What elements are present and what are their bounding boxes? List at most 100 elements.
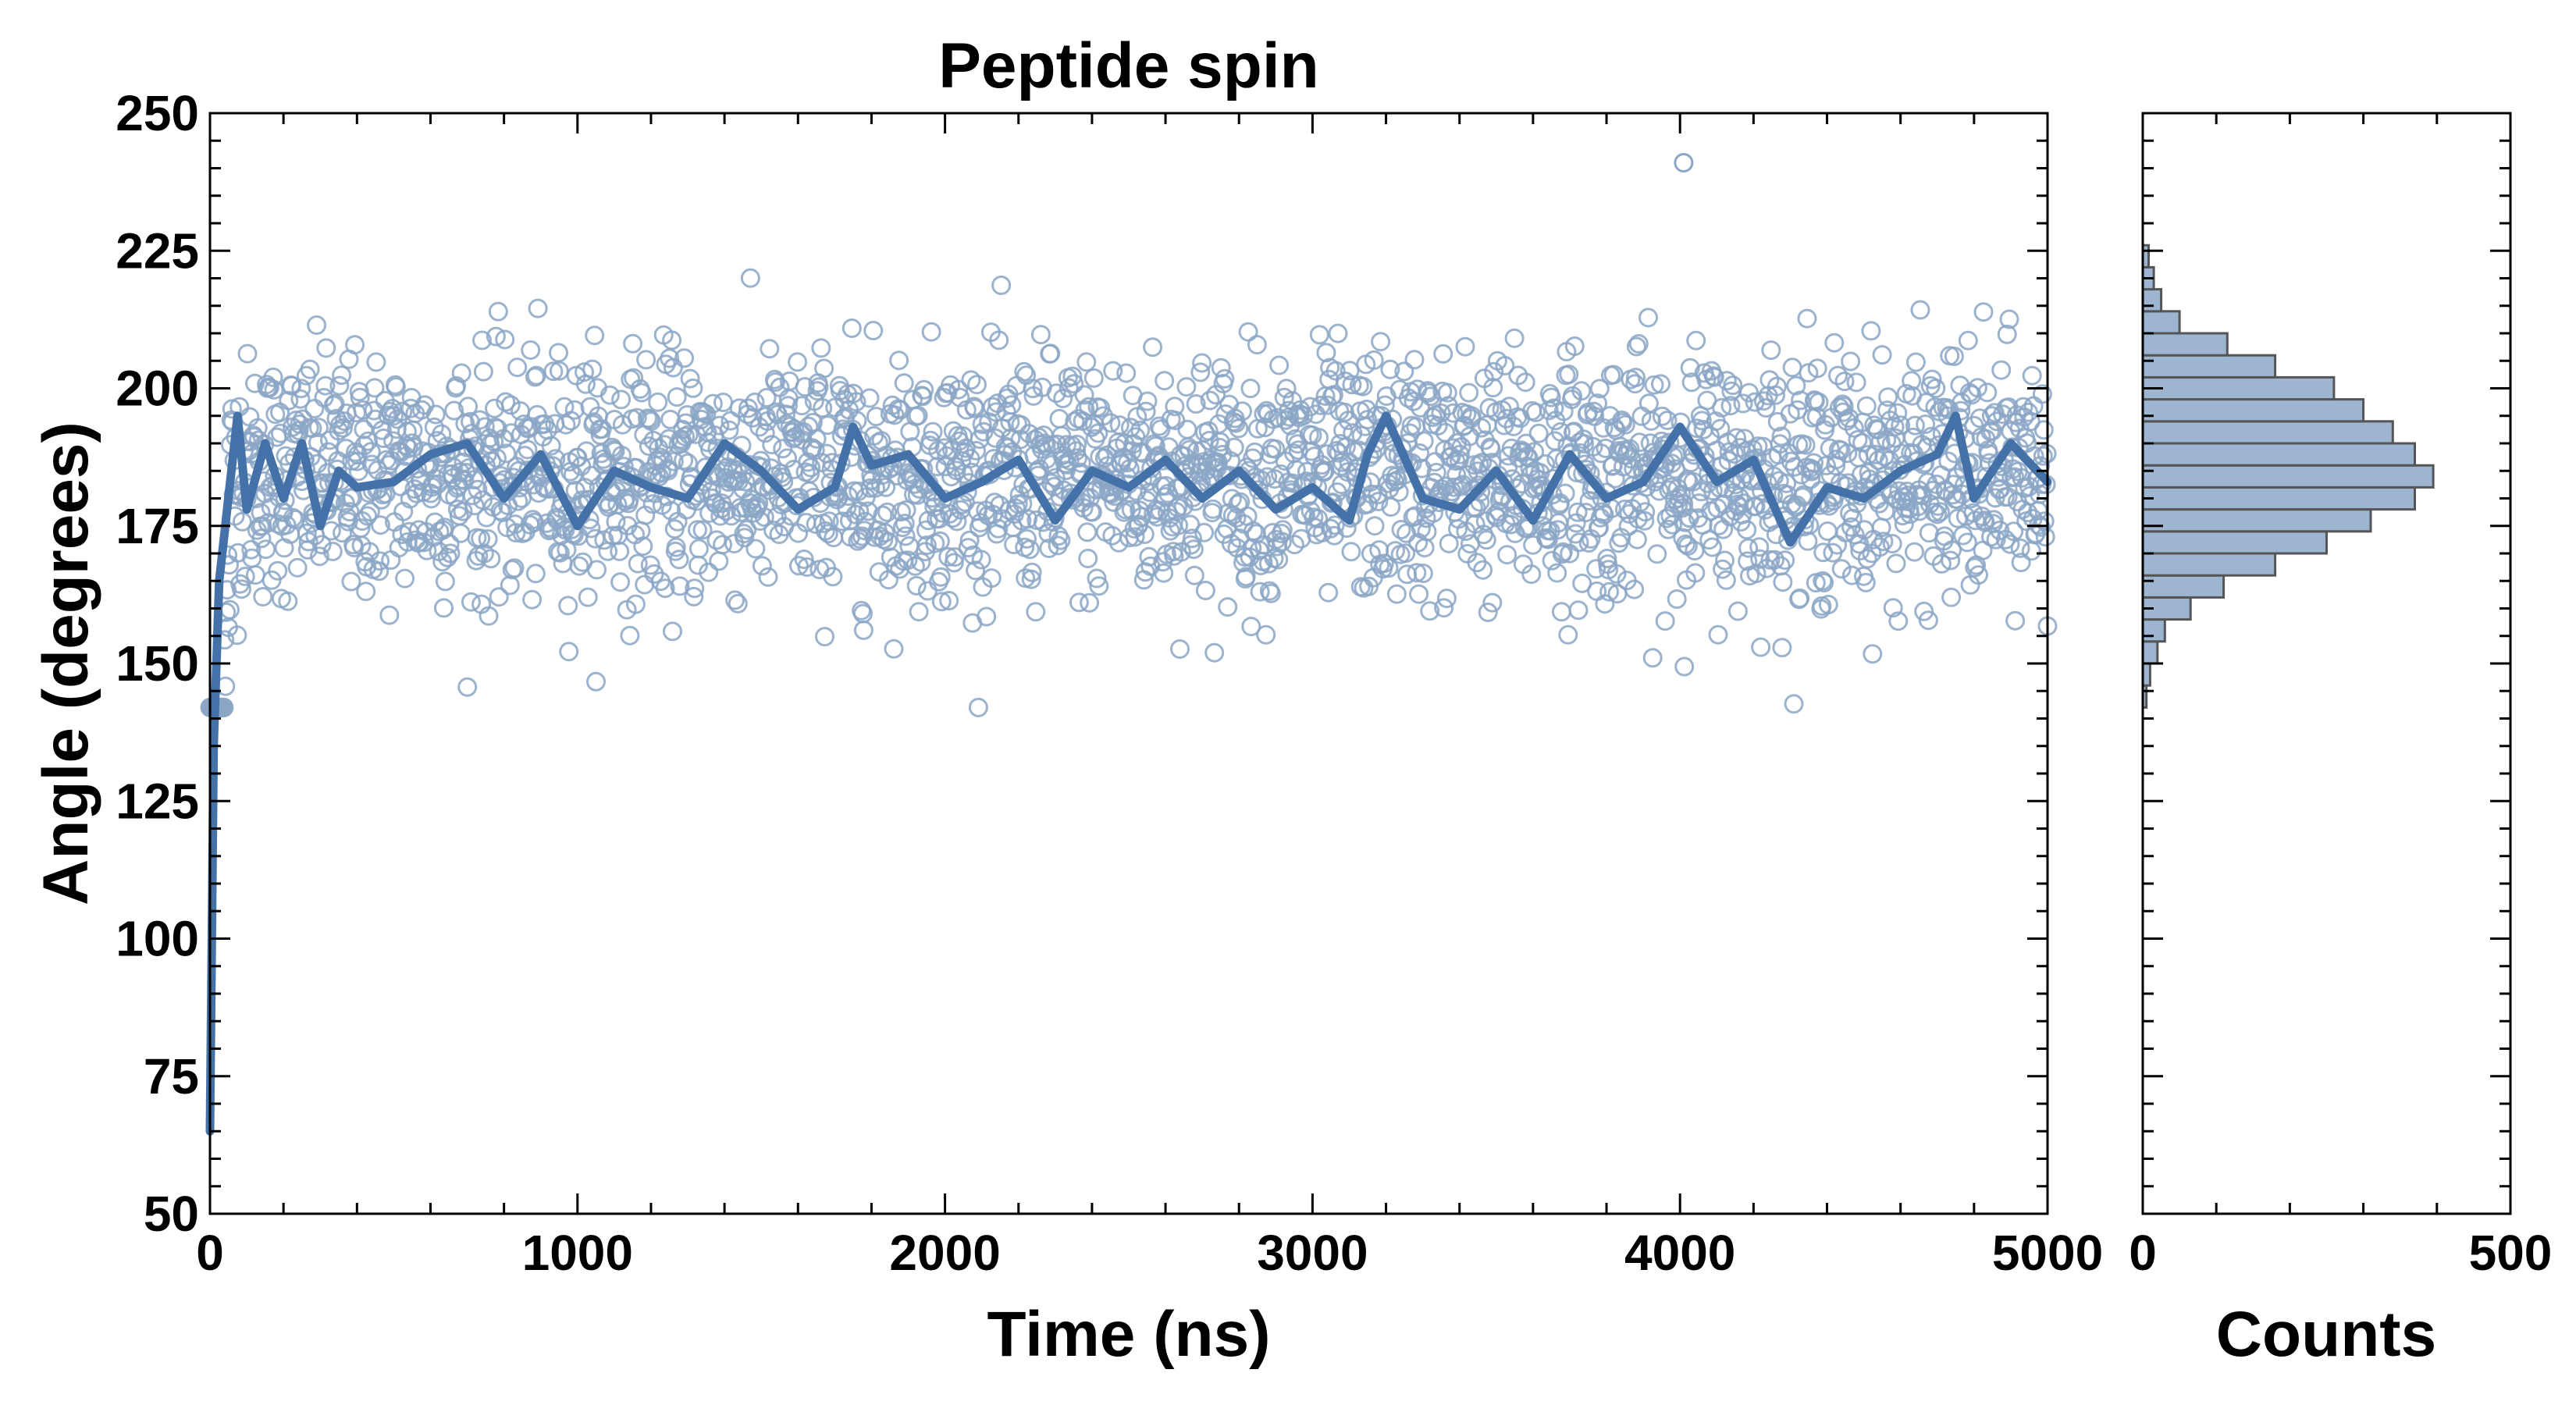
scatter-point <box>663 357 683 378</box>
scatter-point <box>311 535 332 555</box>
scatter-point <box>370 551 390 571</box>
scatter-point <box>1613 412 1632 432</box>
scatter-point <box>625 594 646 614</box>
scatter-point <box>1221 451 1240 471</box>
scatter-point <box>1738 538 1759 558</box>
scatter-point <box>916 520 936 540</box>
scatter-point <box>1723 375 1743 396</box>
scatter-point <box>2034 511 2055 532</box>
scatter-point <box>1472 453 1493 472</box>
scatter-point <box>1268 550 1289 570</box>
scatter-point <box>1115 500 1136 520</box>
scatter-point <box>1364 350 1384 370</box>
scatter-point <box>1236 567 1256 587</box>
scatter-point <box>1482 592 1503 613</box>
scatter-point <box>1258 553 1279 574</box>
scatter-point <box>1379 558 1399 578</box>
scatter-point <box>332 365 352 386</box>
scatter-point <box>930 567 951 587</box>
scatter-point <box>1737 520 1757 540</box>
scatter-point <box>1411 397 1430 418</box>
scatter-point <box>1053 389 1073 408</box>
scatter-point <box>1888 403 1908 423</box>
scatter-point <box>1371 332 1391 352</box>
scatter-point <box>800 464 820 484</box>
x-tick-label: 4000 <box>1624 1225 1735 1281</box>
scatter-point <box>253 587 273 606</box>
scatter-point <box>350 387 370 407</box>
scatter-point <box>1626 368 1646 388</box>
scatter-point <box>487 418 507 439</box>
scatter-point <box>1898 486 1919 506</box>
histogram-bar <box>2141 420 2394 445</box>
scatter-point <box>1021 569 1041 589</box>
scatter-point <box>738 398 758 418</box>
scatter-point <box>653 450 673 470</box>
scatter-point <box>1186 394 1206 414</box>
histogram-bar <box>2141 618 2166 643</box>
scatter-point <box>336 439 356 459</box>
scatter-point <box>1078 549 1098 568</box>
scatter-point <box>735 528 755 548</box>
scatter-point <box>1657 411 1678 430</box>
scatter-point <box>1238 322 1258 342</box>
scatter-point <box>587 560 607 580</box>
scatter-point <box>1134 525 1155 544</box>
scatter-point <box>1455 336 1475 357</box>
scatter-point <box>330 414 350 435</box>
scatter-point <box>977 606 997 627</box>
scatter-point <box>1525 442 1544 462</box>
scatter-point <box>914 379 934 400</box>
scatter-point <box>1437 382 1457 403</box>
scatter-point <box>232 511 252 532</box>
scatter-point <box>1195 581 1215 600</box>
scatter-point <box>1091 398 1111 418</box>
chart-title: Peptide spin <box>938 30 1319 101</box>
scatter-point <box>1888 611 1909 631</box>
scatter-point <box>988 518 1009 539</box>
scatter-point <box>684 586 704 606</box>
scatter-point <box>863 321 884 340</box>
scatter-point <box>594 530 614 550</box>
histogram-bar <box>2141 530 2328 555</box>
scatter-point <box>1434 598 1454 618</box>
scatter-point <box>1036 436 1056 456</box>
scatter-point <box>719 420 739 440</box>
scatter-point <box>1233 401 1252 422</box>
scatter-point <box>858 501 878 521</box>
scatter-point <box>859 388 880 408</box>
scatter-point <box>876 477 896 497</box>
scatter-point <box>1247 335 1267 355</box>
histogram-bar <box>2141 398 2365 423</box>
scatter-point <box>1727 601 1748 621</box>
scatter-point <box>1069 592 1089 613</box>
scatter-point <box>488 301 508 322</box>
scatter-point <box>1241 617 1261 637</box>
scatter-point <box>1340 361 1360 381</box>
scatter-point <box>961 370 981 390</box>
scatter-point <box>300 359 320 379</box>
scatter-point <box>678 453 698 473</box>
scatter-point <box>611 389 632 410</box>
scatter-point <box>542 520 562 540</box>
scatter-point <box>1905 352 1926 372</box>
scatter-point <box>1846 372 1866 393</box>
scatter-point <box>1504 328 1525 348</box>
histogram-bar <box>2141 552 2277 577</box>
scatter-point <box>341 571 361 592</box>
histogram-bar <box>2141 574 2226 599</box>
scatter-point <box>1444 477 1464 497</box>
scatter-point <box>1309 428 1329 448</box>
main-plot: Peptide spin 50 75 100 125 150 175 200 225 250 0… <box>30 30 2103 1370</box>
scatter-point <box>290 389 311 409</box>
scatter-point <box>1199 431 1219 450</box>
scatter-point <box>1071 453 1091 473</box>
scatter-point <box>268 560 288 581</box>
scatter-point <box>384 406 404 426</box>
scatter-point <box>1446 464 1467 485</box>
scatter-point <box>279 390 299 411</box>
scatter-point <box>504 558 525 578</box>
histogram-x-tick-labels: 0 500 <box>2129 1225 2552 1281</box>
scatter-point <box>1288 440 1308 461</box>
scatter-point <box>481 549 501 569</box>
